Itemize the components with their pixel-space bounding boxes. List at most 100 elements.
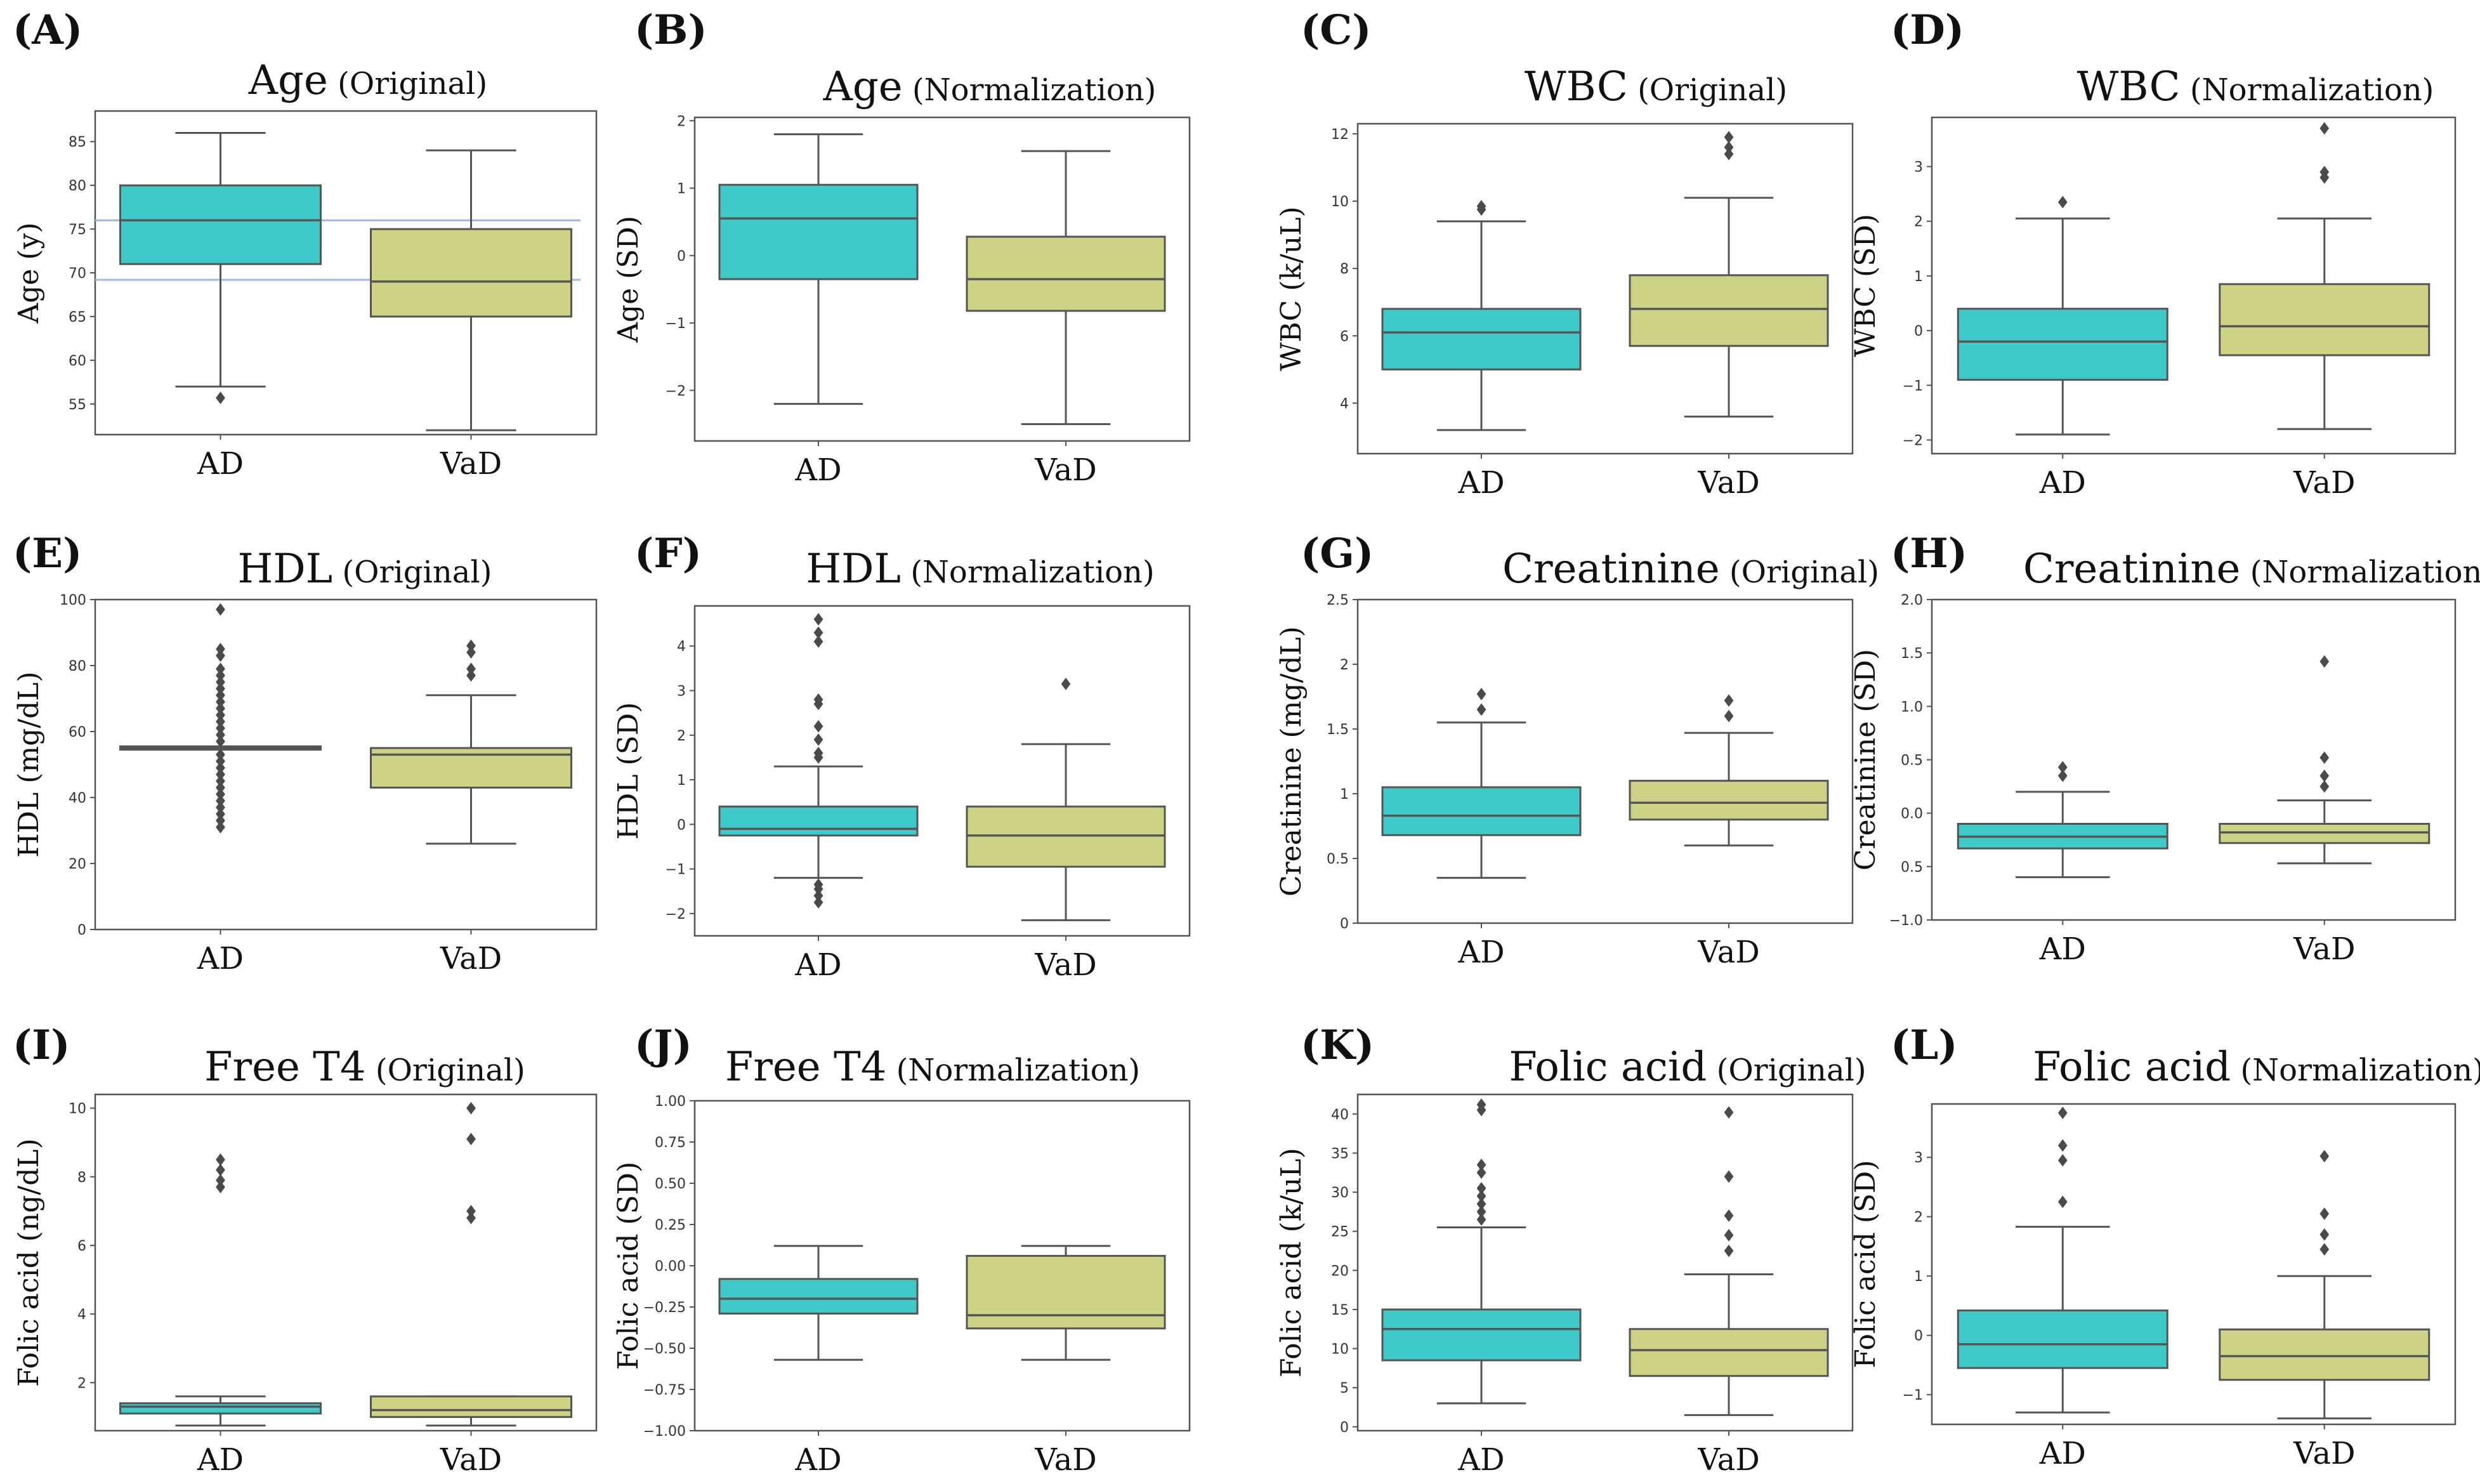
box-body — [1381, 786, 1582, 836]
outlier-point — [813, 883, 823, 896]
outlier-point — [216, 781, 225, 794]
panel-label-b: (B) — [634, 6, 707, 54]
box-body — [119, 1402, 322, 1415]
title-main: Creatinine — [2023, 546, 2241, 593]
title-subtitle: (Normalization) — [2180, 72, 2434, 108]
outlier-point — [216, 688, 225, 702]
x-category-label: AD — [794, 947, 841, 983]
y-tick-label: 25 — [1331, 1225, 1349, 1240]
outlier-point — [2057, 195, 2068, 209]
outlier-point — [216, 1174, 225, 1187]
y-tick-label: 1 — [1914, 1269, 1923, 1285]
plot-frame — [1931, 116, 2457, 455]
y-axis-label: Folic acid (k/uL) — [1275, 1148, 1308, 1377]
outlier-point — [1476, 200, 1486, 213]
panel-label-a: (A) — [13, 6, 83, 54]
outlier-point — [1476, 1213, 1486, 1226]
title-subtitle: (Original) — [1707, 1053, 1867, 1088]
panel-label-f: (F) — [634, 530, 702, 577]
panel-title-c: WBC (Original) — [1525, 63, 1787, 110]
x-category-label: AD — [2039, 931, 2086, 967]
panel-title-i: Free T4 (Original) — [204, 1044, 525, 1091]
y-tick-label: 3 — [677, 684, 686, 700]
y-tick-label: −1.00 — [643, 1424, 686, 1440]
plot-frame — [94, 110, 598, 436]
title-main: Age — [823, 63, 903, 110]
outlier-point — [216, 682, 225, 695]
outlier-point — [813, 896, 823, 909]
title-main: Folic acid — [2033, 1044, 2231, 1091]
box-vad — [966, 1245, 1166, 1361]
outlier-point — [2057, 1195, 2068, 1209]
x-category-label: AD — [1457, 1442, 1504, 1478]
y-tick-label: 100 — [60, 593, 86, 608]
outlier-point — [1476, 1182, 1486, 1195]
plot-frame — [693, 1100, 1191, 1432]
outlier-point — [2319, 751, 2330, 764]
y-tick-label: −1 — [1903, 378, 1923, 394]
x-category-label: VaD — [1034, 1442, 1096, 1478]
y-tick-label: 3 — [1914, 160, 1923, 176]
box-vad — [1629, 1106, 1829, 1416]
box-body — [119, 184, 322, 265]
outlier-point — [1476, 203, 1486, 216]
panel-title-e: HDL (Original) — [238, 546, 492, 593]
panel-title-g: Creatinine (Original) — [1502, 546, 1879, 593]
x-category-label: AD — [2039, 465, 2086, 501]
outlier-point — [216, 603, 225, 616]
box-body — [370, 1395, 572, 1418]
y-tick-label: 8 — [1340, 261, 1349, 277]
box-body — [718, 805, 919, 837]
title-main: Creatinine — [1502, 546, 1720, 593]
x-category-label: AD — [1457, 465, 1504, 501]
x-category-label: VaD — [1034, 452, 1096, 488]
outlier-point — [466, 1133, 476, 1146]
title-main: WBC — [1524, 63, 1628, 110]
y-tick-label: −1.0 — [1889, 913, 1923, 929]
plot-frame — [1356, 598, 1854, 924]
x-category-label: VaD — [1697, 465, 1759, 501]
box-ad — [1957, 1106, 2168, 1414]
outlier-point — [1724, 1229, 1734, 1242]
y-axis-label: WBC (k/uL) — [1275, 206, 1308, 371]
x-category-label: VaD — [440, 1442, 502, 1478]
title-main: Age — [248, 57, 328, 104]
x-category-label: AD — [197, 446, 244, 482]
outlier-point — [1476, 688, 1486, 700]
outlier-point — [216, 808, 225, 820]
y-tick-label: −1 — [666, 862, 686, 878]
y-tick-label: 4 — [677, 639, 686, 655]
y-tick-label: 1.5 — [1327, 722, 1349, 738]
plot-frame — [1931, 1103, 2457, 1426]
box-body — [370, 228, 572, 318]
outlier-point — [216, 709, 225, 721]
outlier-point — [216, 702, 225, 715]
title-subtitle: (Normalization) — [900, 555, 1155, 590]
outlier-point — [1476, 1205, 1486, 1218]
y-tick-label: 35 — [1331, 1146, 1349, 1162]
outlier-point — [813, 733, 823, 746]
outlier-point — [813, 719, 823, 733]
outlier-point — [813, 889, 823, 902]
x-category-label: AD — [197, 1442, 244, 1478]
x-category-label: VaD — [440, 941, 502, 976]
y-tick-label: 10 — [1331, 1342, 1349, 1358]
outlier-point — [216, 768, 225, 781]
y-axis-label: HDL (mg/dL) — [13, 671, 45, 857]
x-category-label: AD — [794, 1442, 841, 1478]
outlier-point — [1724, 1244, 1734, 1257]
outlier-point — [2319, 1243, 2330, 1256]
panel-title-k: Folic acid (Original) — [1509, 1044, 1866, 1091]
outlier-point — [216, 754, 225, 768]
y-tick-label: 65 — [69, 310, 86, 325]
outlier-point — [1061, 678, 1071, 690]
y-tick-label: 0.5 — [1327, 851, 1349, 867]
box-body — [966, 235, 1166, 312]
outlier-point — [216, 676, 225, 688]
